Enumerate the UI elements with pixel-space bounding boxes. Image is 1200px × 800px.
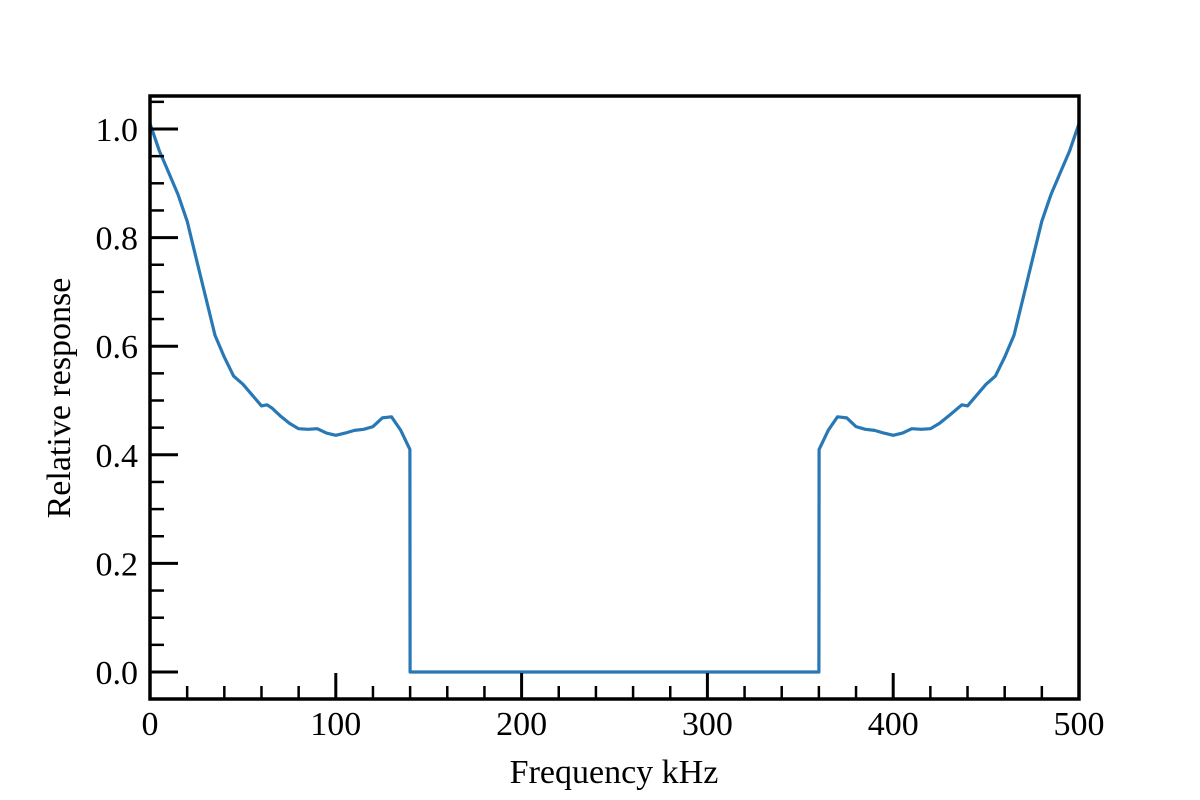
x-tick-label: 200 [496,706,547,743]
axes-frame [148,94,1081,701]
y-tick-label: 0.6 [96,329,139,366]
y-tick-label: 0.4 [96,438,139,475]
y-tick-label: 0.8 [96,221,139,258]
response-line [148,121,1081,674]
x-tick-label: 100 [310,706,361,743]
y-tick-label: 0.0 [96,655,139,692]
x-axis-label: Frequency kHz [510,754,719,791]
y-tick-label: 1.0 [96,112,139,149]
y-axis-label: Relative response [41,278,78,519]
x-tick-label: 300 [682,706,733,743]
x-tick-label: 0 [142,706,159,743]
x-tick-label: 400 [868,706,919,743]
axes: 0 100 200 300 400 500 0.0 0.2 0.4 0.6 0.8 1.0 [96,94,1105,743]
data-series [148,121,1081,674]
y-tick-label: 0.2 [96,546,139,583]
x-tick-label: 500 [1054,706,1105,743]
